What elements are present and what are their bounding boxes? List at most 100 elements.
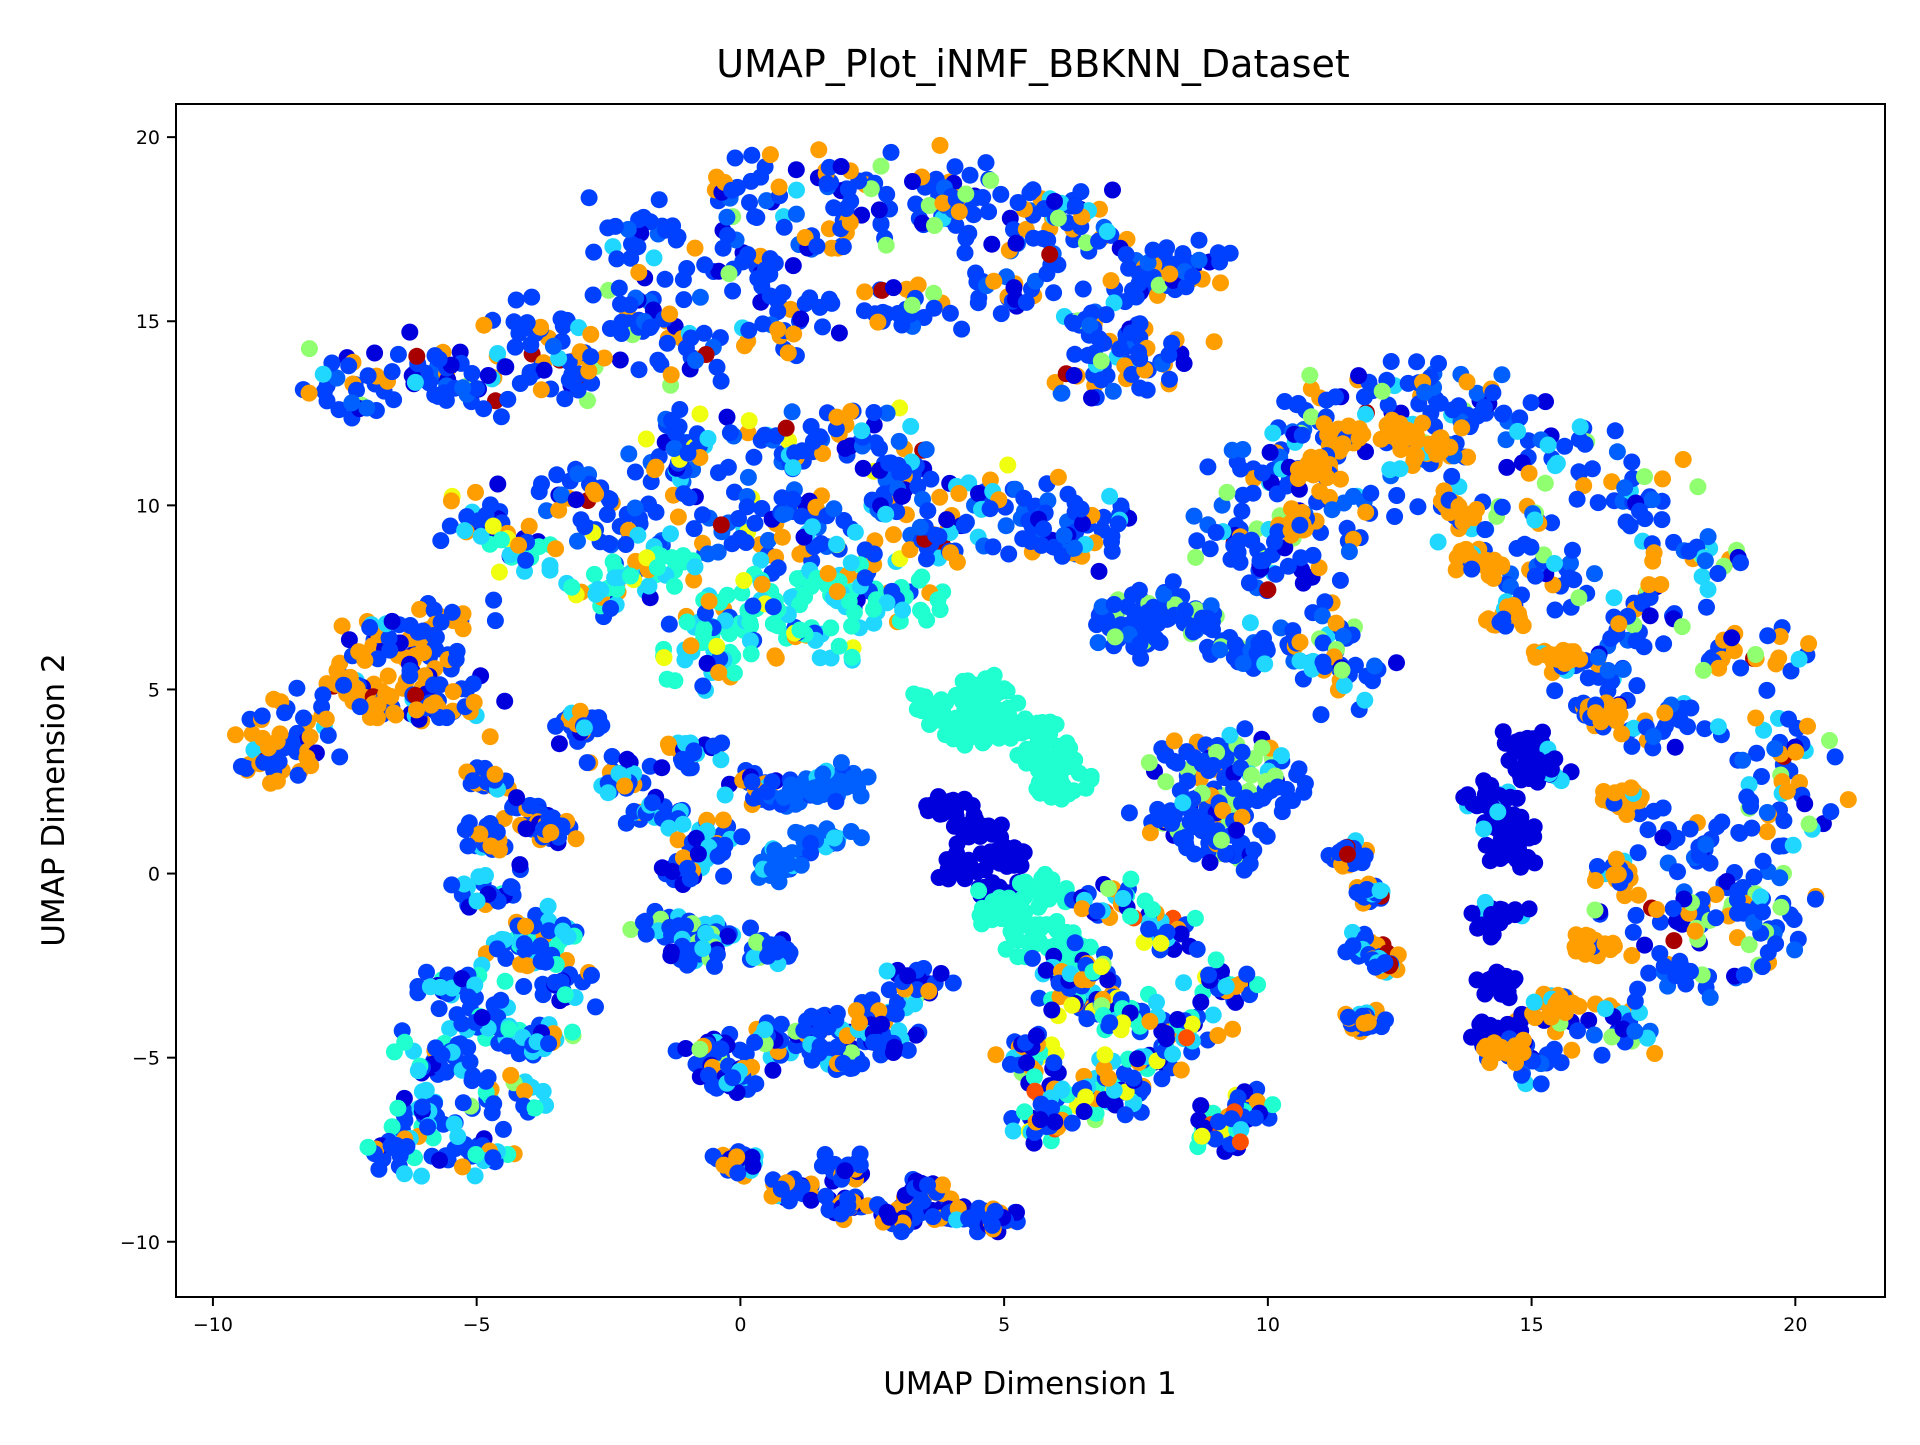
scatter-point (814, 765, 832, 783)
scatter-point (1791, 774, 1808, 791)
scatter-point (961, 166, 979, 184)
scatter-point (599, 784, 617, 802)
scatter-point (1585, 1026, 1603, 1044)
scatter-point (919, 502, 937, 520)
scatter-point (1562, 554, 1579, 572)
scatter-point (1682, 962, 1699, 980)
scatter-point (567, 830, 585, 848)
scatter-point (700, 1066, 717, 1084)
scatter-point (1524, 734, 1542, 752)
scatter-point (1136, 892, 1154, 910)
scatter-point (1000, 545, 1018, 563)
scatter-point (772, 1180, 790, 1198)
scatter-point (576, 518, 594, 535)
scatter-point (1153, 1023, 1171, 1041)
scatter-point (940, 802, 958, 820)
scatter-point (830, 637, 848, 655)
scatter-point (232, 758, 250, 775)
scatter-point (389, 345, 407, 363)
scatter-point (584, 481, 602, 499)
scatter-point (464, 772, 482, 790)
scatter-point (652, 355, 670, 373)
scatter-point (1480, 971, 1498, 989)
scatter-point (865, 404, 883, 421)
scatter-point (836, 1162, 854, 1180)
scatter-point (982, 681, 1000, 699)
scatter-point (1129, 1050, 1146, 1068)
scatter-point (1569, 1022, 1586, 1040)
scatter-point (1174, 245, 1192, 263)
scatter-point (1089, 634, 1107, 652)
scatter-point (1077, 1088, 1095, 1106)
scatter-point (811, 649, 829, 667)
scatter-point (472, 527, 490, 545)
scatter-point (1752, 888, 1769, 906)
scatter-point (532, 381, 550, 399)
scatter-point (1754, 903, 1771, 921)
scatter-point (443, 876, 461, 894)
scatter-point (907, 1026, 925, 1044)
scatter-point (1092, 958, 1110, 976)
scatter-point (1199, 458, 1217, 476)
scatter-point (463, 365, 481, 382)
scatter-point (1532, 1075, 1550, 1093)
scatter-point (1571, 464, 1589, 482)
scatter-point (361, 619, 379, 636)
scatter-point (756, 261, 774, 279)
scatter-point (785, 325, 803, 343)
scatter-point (995, 848, 1013, 866)
scatter-point (1313, 607, 1331, 625)
scatter-point (1005, 221, 1022, 239)
scatter-point (691, 405, 709, 423)
scatter-point (571, 702, 589, 720)
scatter-point (526, 1099, 544, 1117)
scatter-point (1626, 1022, 1644, 1040)
scatter-point (1627, 906, 1645, 924)
scatter-point (1273, 803, 1291, 821)
scatter-point (1806, 890, 1824, 908)
scatter-point (796, 229, 814, 246)
scatter-point (787, 205, 805, 223)
scatter-point (598, 506, 616, 523)
scatter-point (582, 325, 600, 343)
scatter-point (1012, 857, 1030, 875)
scatter-point (1665, 932, 1683, 950)
scatter-point (563, 578, 581, 596)
scatter-point (726, 149, 744, 167)
scatter-point (1188, 532, 1206, 550)
scatter-point (601, 492, 619, 510)
scatter-point (956, 244, 974, 262)
scatter-point (1243, 766, 1260, 784)
scatter-point (369, 696, 387, 714)
scatter-point (1200, 966, 1218, 984)
scatter-point (1606, 422, 1624, 440)
scatter-point (960, 828, 978, 846)
scatter-point (1785, 911, 1803, 928)
scatter-point (1570, 589, 1588, 607)
scatter-point (808, 237, 826, 255)
scatter-point (637, 925, 655, 943)
scatter-point (834, 1054, 852, 1072)
scatter-point (1520, 900, 1538, 918)
scatter-point (489, 345, 507, 362)
scatter-point (769, 321, 787, 339)
scatter-point (1164, 1045, 1182, 1063)
scatter-point (918, 550, 935, 568)
scatter-point (1755, 721, 1773, 739)
scatter-point (901, 541, 919, 559)
scatter-point (569, 532, 586, 550)
scatter-point (1072, 500, 1090, 518)
scatter-point (946, 158, 964, 176)
scatter-point (1520, 464, 1538, 482)
scatter-point (1759, 627, 1777, 645)
scatter-point (1116, 1106, 1134, 1124)
scatter-point (1493, 405, 1511, 423)
scatter-point (1407, 447, 1425, 465)
scatter-point (425, 676, 442, 694)
scatter-point (358, 399, 376, 417)
scatter-point (948, 553, 966, 571)
scatter-point (1366, 958, 1384, 976)
scatter-point (1641, 589, 1659, 606)
scatter-point (1088, 902, 1106, 920)
scatter-point (1628, 677, 1646, 695)
